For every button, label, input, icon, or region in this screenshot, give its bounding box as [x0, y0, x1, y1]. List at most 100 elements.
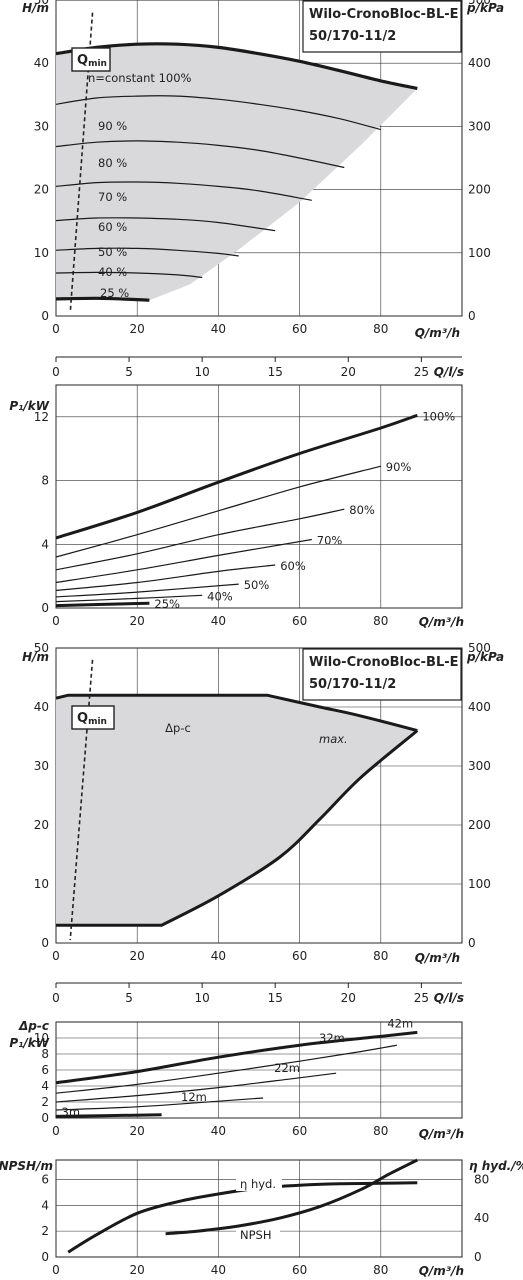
hq2-ylabel: H/m	[22, 650, 49, 664]
hq1-ytick-label: 10	[34, 246, 49, 260]
np-label-bg	[236, 1177, 282, 1191]
p2-series-label: 3m	[62, 1105, 81, 1119]
hq1-ytick-label: 50	[34, 0, 49, 7]
hq2-curve-dpc	[55, 693, 418, 733]
p2-ytick-label: 4	[41, 1079, 49, 1093]
p1-series-label: 40%	[207, 589, 233, 603]
hq2-qmin-box	[71, 705, 115, 730]
p1-curve	[55, 413, 418, 540]
hq1-y2tick-label: 200	[468, 183, 491, 197]
lps-axis-2-tick-label: 0	[52, 991, 60, 1005]
hq2-ytick-label: 40	[34, 700, 49, 714]
p2-series-label: 42m	[387, 1016, 413, 1030]
p1-xtick-label: 40	[211, 614, 226, 628]
lps-axis-1-tick-label: 0	[52, 365, 60, 379]
np-ytick-label: 6	[41, 1172, 49, 1186]
chart-power: 0 4 8 12 0 20 40 60 80 P₁/kW Q/m³/h 100% 90% 80% 70% 60…	[9, 384, 464, 629]
hq1-series-label: 40 %	[98, 265, 127, 279]
np-curve-npsh	[165, 1158, 418, 1236]
lps-axis-2-tick-label: 10	[195, 991, 210, 1005]
p1-xtick-label: 80	[373, 614, 388, 628]
hq1-series-label: 70 %	[98, 190, 127, 204]
p2-xtick-label: 80	[373, 1124, 388, 1138]
hq1-ytick-label: 30	[34, 119, 49, 133]
lps-axis-1-tick-label: 15	[268, 365, 283, 379]
hq1-xlabel: Q/m³/h	[415, 326, 460, 340]
hq1-y2tick-label: 0	[468, 309, 476, 323]
hq1-series-label-100: n=constant 100%	[88, 71, 192, 85]
p2-curve	[55, 1113, 162, 1118]
hq2-operating-area	[56, 695, 418, 926]
np-xtick-label: 0	[52, 1263, 60, 1277]
hq2-ytick-label: 0	[41, 936, 49, 950]
lps-axis-1-xlabel: Q/l/s	[434, 365, 464, 379]
hq1-series-label: 60 %	[98, 220, 127, 234]
p1-curve	[55, 601, 150, 608]
hq2-ytick-label: 10	[34, 877, 49, 891]
hq1-ylabel: H/m	[22, 1, 49, 15]
hq2-title: Wilo-CronoBloc-BL-E	[309, 655, 459, 670]
np-y2tick-label: 80	[474, 1172, 489, 1186]
hq1-subtitle: 50/170-11/2	[309, 29, 396, 44]
p2-xlabel: Q/m³/h	[419, 1127, 464, 1141]
p2-ytick-label: 10	[34, 1031, 49, 1045]
p1-ytick-label: 4	[41, 537, 49, 551]
p1-xtick-label: 20	[130, 614, 145, 628]
p1-ytick-label: 8	[41, 474, 49, 488]
p2-ytick-label: 8	[41, 1047, 49, 1061]
np-xtick-label: 80	[373, 1263, 388, 1277]
p1-curve	[55, 508, 345, 571]
np-frame	[55, 1159, 463, 1258]
np-ylabel: NPSH/m	[0, 1159, 53, 1173]
np-ytick-label: 0	[41, 1250, 49, 1264]
hq2-y2tick-label: 0	[468, 936, 476, 950]
lps-axis-1-tick-label: 5	[125, 365, 133, 379]
hq2-ytick-label: 20	[34, 818, 49, 832]
hq2-qmin-line	[69, 659, 94, 941]
p2-curve	[55, 1072, 337, 1103]
p1-curve	[55, 583, 239, 598]
hq2-xtick-label: 40	[211, 949, 226, 963]
p2-curve	[55, 1044, 398, 1094]
lps-axis-2: 0 5 10 15 20 25 Q/l/s	[52, 982, 464, 1005]
p1-curve	[55, 538, 312, 584]
np-series-label-npsh: NPSH	[240, 1228, 272, 1242]
hq1-y2tick-label: 300	[468, 119, 491, 133]
np-ytick-label: 4	[41, 1198, 49, 1212]
p2-ytick-label: 0	[41, 1111, 49, 1125]
hq2-xtick-label: 20	[130, 949, 145, 963]
hq2-xtick-label: 60	[292, 949, 307, 963]
p1-series-label: 100%	[422, 409, 455, 423]
lps-axis-1-tick-label: 25	[414, 365, 429, 379]
p2-ytick-label: 2	[41, 1095, 49, 1109]
hq1-series-label: 80 %	[98, 156, 127, 170]
np-xlabel: Q/m³/h	[419, 1264, 464, 1278]
hq1-series-label: 25 %	[100, 286, 129, 300]
p2-curve	[55, 1097, 264, 1111]
p1-ylabel: P₁/kW	[9, 399, 49, 413]
p2-xtick-label: 60	[292, 1124, 307, 1138]
p1-xtick-label: 0	[52, 614, 60, 628]
p2-xtick-label: 20	[130, 1124, 145, 1138]
hq2-annotation-dpc: Δp-c	[165, 721, 191, 735]
hq1-y2tick-label: 500	[468, 0, 491, 7]
p1-curve	[55, 465, 381, 558]
chart-power-dpc: 0 2 4 6 8 10 0 20 40 60 80 Δp-c P₁/kW Q/m³/h 42m 32m 22m…	[9, 1016, 464, 1141]
hq1-curve	[55, 140, 345, 169]
hq2-y2tick-label: 400	[468, 700, 491, 714]
hq1-curve	[55, 271, 203, 278]
np-label-bg	[236, 1228, 280, 1242]
p1-curve	[55, 594, 203, 603]
hq2-subtitle: 50/170-11/2	[309, 677, 396, 692]
hq2-y2tick-label: 100	[468, 877, 491, 891]
hq1-operating-area	[56, 44, 418, 301]
p2-ylabel2: P₁/kW	[9, 1036, 49, 1050]
p1-series-label: 90%	[386, 460, 412, 474]
np-y2label: η hyd./%	[469, 1159, 523, 1173]
hq1-y2tick-label: 400	[468, 56, 491, 70]
np-ytick-label: 2	[41, 1224, 49, 1238]
np-xtick-label: 20	[130, 1263, 145, 1277]
